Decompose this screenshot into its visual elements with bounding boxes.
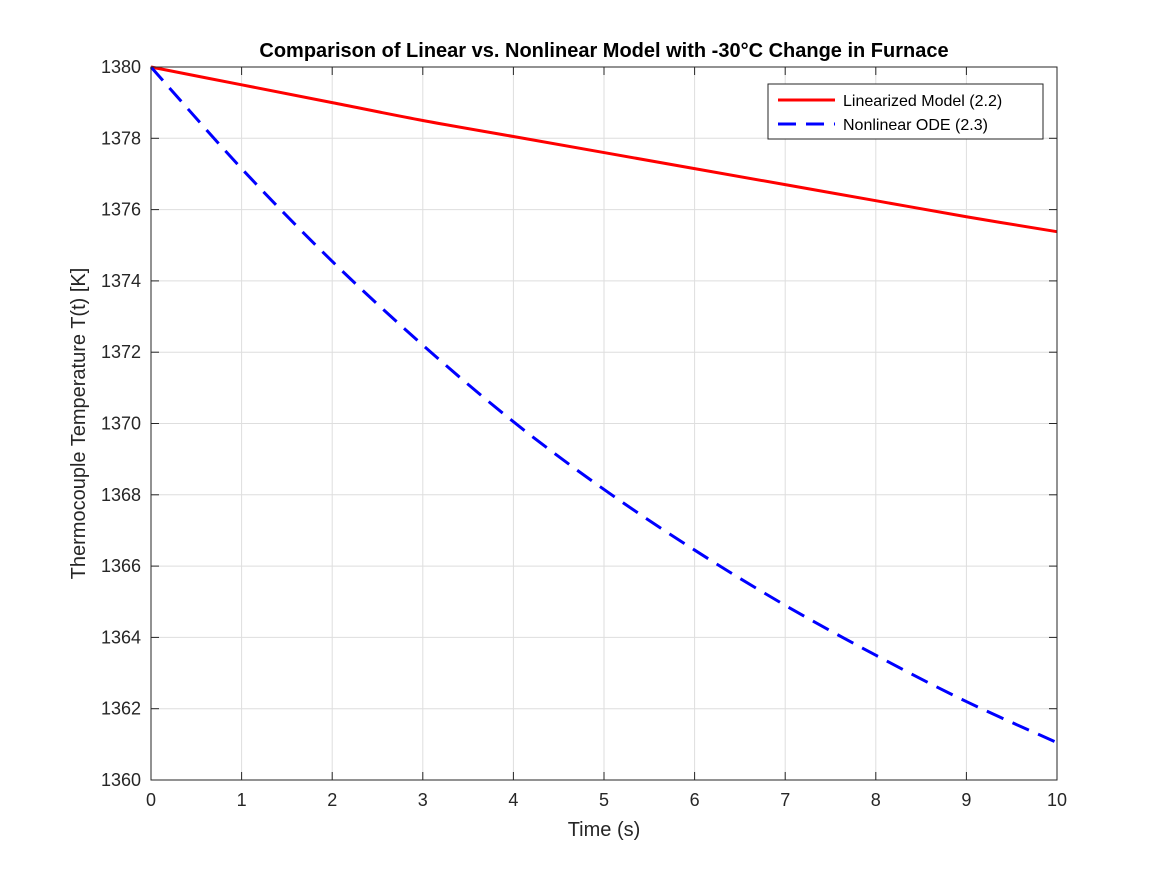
y-tick-label: 1360 xyxy=(101,770,141,790)
y-tick-label: 1370 xyxy=(101,414,141,434)
y-tick-label: 1374 xyxy=(101,271,141,291)
y-tick-label: 1368 xyxy=(101,485,141,505)
x-axis-label: Time (s) xyxy=(568,819,641,841)
x-tick-label: 5 xyxy=(599,790,609,810)
x-tick-label: 6 xyxy=(690,790,700,810)
legend-box xyxy=(767,83,1044,140)
x-tick-label: 7 xyxy=(780,790,790,810)
x-tick-label: 0 xyxy=(146,790,156,810)
series-line-2 xyxy=(149,66,1058,744)
x-tick-label: 8 xyxy=(871,790,881,810)
y-tick-label: 1362 xyxy=(101,699,141,719)
y-tick-label: 1380 xyxy=(101,57,141,77)
y-tick-label: 1376 xyxy=(101,200,141,220)
x-tick-label: 9 xyxy=(961,790,971,810)
legend-label-2: Nonlinear ODE (2.3) xyxy=(843,117,988,134)
chart-title: Comparison of Linear vs. Nonlinear Model… xyxy=(259,40,948,62)
axis-ticks: 0 1 2 3 4 5 6 7 8 9 10 1360 1362 1364 1366 1368 1370 1372… xyxy=(101,57,1067,810)
x-tick-label: 2 xyxy=(327,790,337,810)
y-axis-label: Thermocouple Temperature T(t) [K] xyxy=(68,268,90,580)
x-tick-label: 10 xyxy=(1047,790,1067,810)
y-tick-label: 1372 xyxy=(101,342,141,362)
x-tick-label: 4 xyxy=(508,790,518,810)
y-tick-label: 1364 xyxy=(101,627,141,647)
y-tick-label: 1378 xyxy=(101,128,141,148)
series-line-1 xyxy=(150,65,1058,234)
y-tick-label: 1366 xyxy=(101,556,141,576)
x-tick-label: 3 xyxy=(418,790,428,810)
legend-label-1: Linearized Model (2.2) xyxy=(843,93,1002,110)
legend: Linearized Model (2.2) Nonlinear ODE (2.3… xyxy=(767,83,1044,140)
x-tick-label: 1 xyxy=(237,790,247,810)
series-lines xyxy=(149,65,1058,744)
